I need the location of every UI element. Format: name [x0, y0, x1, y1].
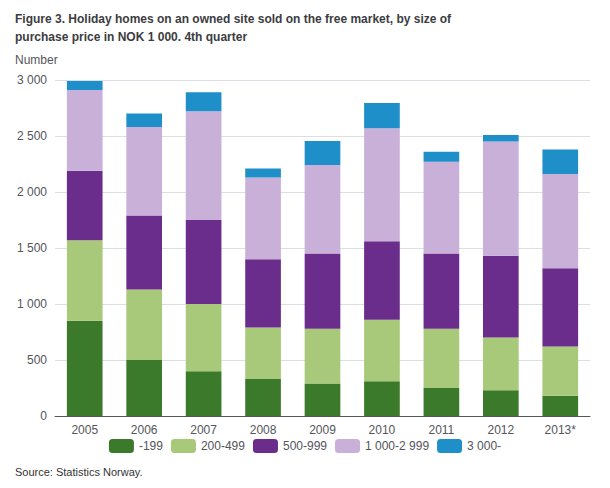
svg-text:2008: 2008: [250, 423, 277, 437]
svg-text:1 000-2 999: 1 000-2 999: [365, 439, 429, 453]
svg-text:0: 0: [40, 409, 47, 423]
svg-text:2010: 2010: [369, 423, 396, 437]
svg-text:Source: Statistics Norway.: Source: Statistics Norway.: [15, 466, 143, 478]
svg-text:2007: 2007: [190, 423, 217, 437]
svg-text:3 000: 3 000: [17, 73, 47, 87]
svg-text:2011: 2011: [428, 423, 454, 437]
svg-text:2 000: 2 000: [17, 185, 47, 199]
svg-text:2009: 2009: [309, 423, 336, 437]
svg-text:Number: Number: [15, 53, 58, 67]
svg-text:1 500: 1 500: [17, 241, 47, 255]
svg-text:2006: 2006: [131, 423, 158, 437]
svg-text:2012: 2012: [487, 423, 514, 437]
svg-text:2005: 2005: [71, 423, 98, 437]
svg-text:2 500: 2 500: [17, 129, 47, 143]
svg-text:3 000-: 3 000-: [467, 439, 501, 453]
svg-text:Figure 3. Holiday homes on an: Figure 3. Holiday homes on an owned site…: [15, 12, 452, 26]
svg-text:purchase price in NOK 1 000. 4: purchase price in NOK 1 000. 4th quarter: [15, 30, 247, 44]
svg-text:1 000: 1 000: [17, 297, 47, 311]
svg-text:500: 500: [27, 353, 47, 367]
svg-text:500-999: 500-999: [283, 439, 327, 453]
svg-text:200-499: 200-499: [201, 439, 245, 453]
svg-text:-199: -199: [139, 439, 163, 453]
svg-text:2013*: 2013*: [545, 423, 577, 437]
